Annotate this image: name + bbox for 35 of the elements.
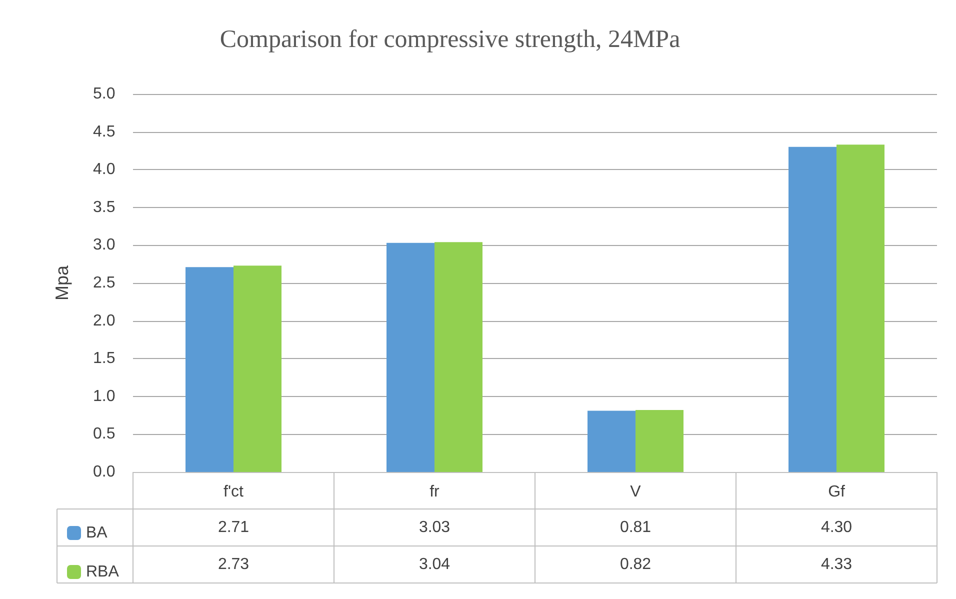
x-tick-label: Gf: [828, 484, 846, 500]
data-label: 4.33: [820, 556, 852, 573]
bar: [186, 267, 234, 472]
data-label: 2.71: [218, 519, 250, 536]
data-label: 4.30: [820, 519, 852, 536]
bar: [234, 266, 282, 472]
bar: [836, 144, 884, 472]
data-label: 2.73: [218, 556, 250, 573]
text: 3.5: [93, 198, 116, 216]
legend-label: BA: [86, 524, 108, 542]
x-tick-label: f'ct: [224, 484, 244, 500]
data-label: 3.03: [418, 519, 450, 536]
bar: [788, 146, 836, 472]
text: 5.0: [93, 86, 116, 102]
text: 4.0: [93, 161, 116, 178]
text: 1.5: [93, 350, 116, 368]
text: 1.0: [93, 388, 116, 405]
x-tick-label: fr: [430, 484, 440, 500]
bar: [636, 410, 684, 472]
data-label: 3.04: [418, 556, 450, 573]
legend-label: RBA: [86, 564, 120, 580]
text: 2.5: [93, 274, 116, 292]
text: 2.0: [93, 312, 116, 330]
y-axis-title: Mpa: [52, 264, 72, 301]
chart-title: Comparison for compressive strength, 24MPa: [220, 26, 680, 53]
data-label: 0.81: [620, 519, 652, 536]
x-tick-label: V: [630, 484, 642, 500]
text: 0.0: [93, 464, 116, 480]
bar: [386, 242, 434, 472]
data-label: 0.82: [620, 556, 652, 573]
bar: [434, 242, 482, 472]
text: 3.0: [93, 236, 116, 254]
text: 4.5: [93, 123, 116, 140]
bar: [588, 410, 636, 472]
text: 0.5: [93, 426, 116, 443]
